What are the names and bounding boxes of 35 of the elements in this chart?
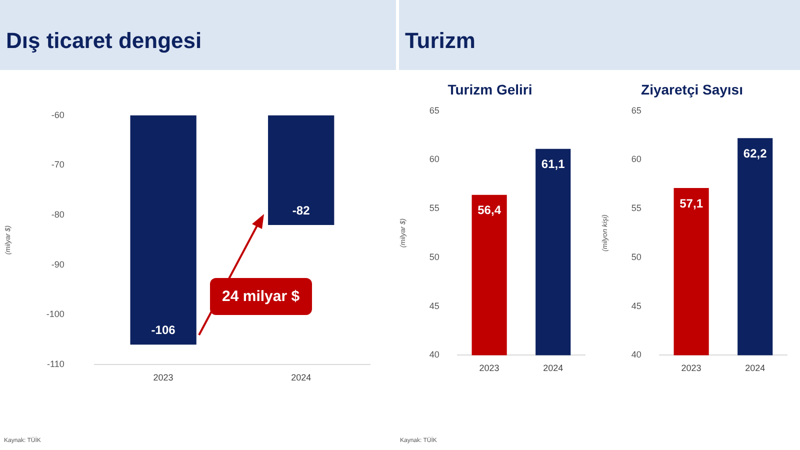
y-tick-label: -110 [47, 359, 64, 370]
y-tick-label: -70 [51, 160, 64, 170]
y-tick-label: -100 [46, 309, 64, 320]
y-tick-label: 45 [631, 300, 642, 311]
y-tick-label: 40 [429, 350, 440, 360]
y-tick-label: 65 [631, 105, 642, 116]
chart-title: Ziyaretçi Sayısı [641, 81, 743, 98]
x-tick-label: 2024 [543, 363, 564, 374]
chart-title: Dış ticaret dengesi [0, 0, 396, 70]
data-label: 62,2 [743, 146, 768, 160]
y-tick-label: 60 [429, 154, 440, 164]
text: Turizm [399, 0, 800, 70]
x-tick-label: 2024 [291, 372, 312, 382]
y-tick-label: -80 [51, 210, 64, 220]
y-tick-label: 65 [429, 105, 440, 116]
data-label: -82 [292, 203, 310, 218]
y-tick-label: 40 [631, 350, 642, 360]
x-tick-label: 2023 [153, 372, 174, 382]
annotation: 24 milyar $ [210, 278, 312, 315]
data-label: 56,4 [478, 203, 502, 218]
x-tick-label: 2024 [745, 363, 766, 374]
y-tick-label: 50 [429, 252, 440, 262]
y-tick-label: -60 [51, 110, 64, 120]
x-tick-label: 2023 [681, 363, 702, 374]
y-tick-label: 50 [631, 252, 642, 262]
y-tick-label: 55 [631, 203, 642, 214]
chart-title: Turizm Geliri [448, 81, 532, 98]
data-label: 57,1 [680, 196, 704, 210]
y-tick-label: 45 [429, 300, 440, 311]
data-label: 61,1 [541, 157, 566, 172]
y-tick-label: 60 [631, 154, 642, 164]
x-tick-label: 2023 [479, 363, 500, 374]
y-tick-label: -90 [51, 259, 64, 270]
data-label: -106 [151, 322, 176, 337]
y-tick-label: 55 [429, 203, 440, 214]
